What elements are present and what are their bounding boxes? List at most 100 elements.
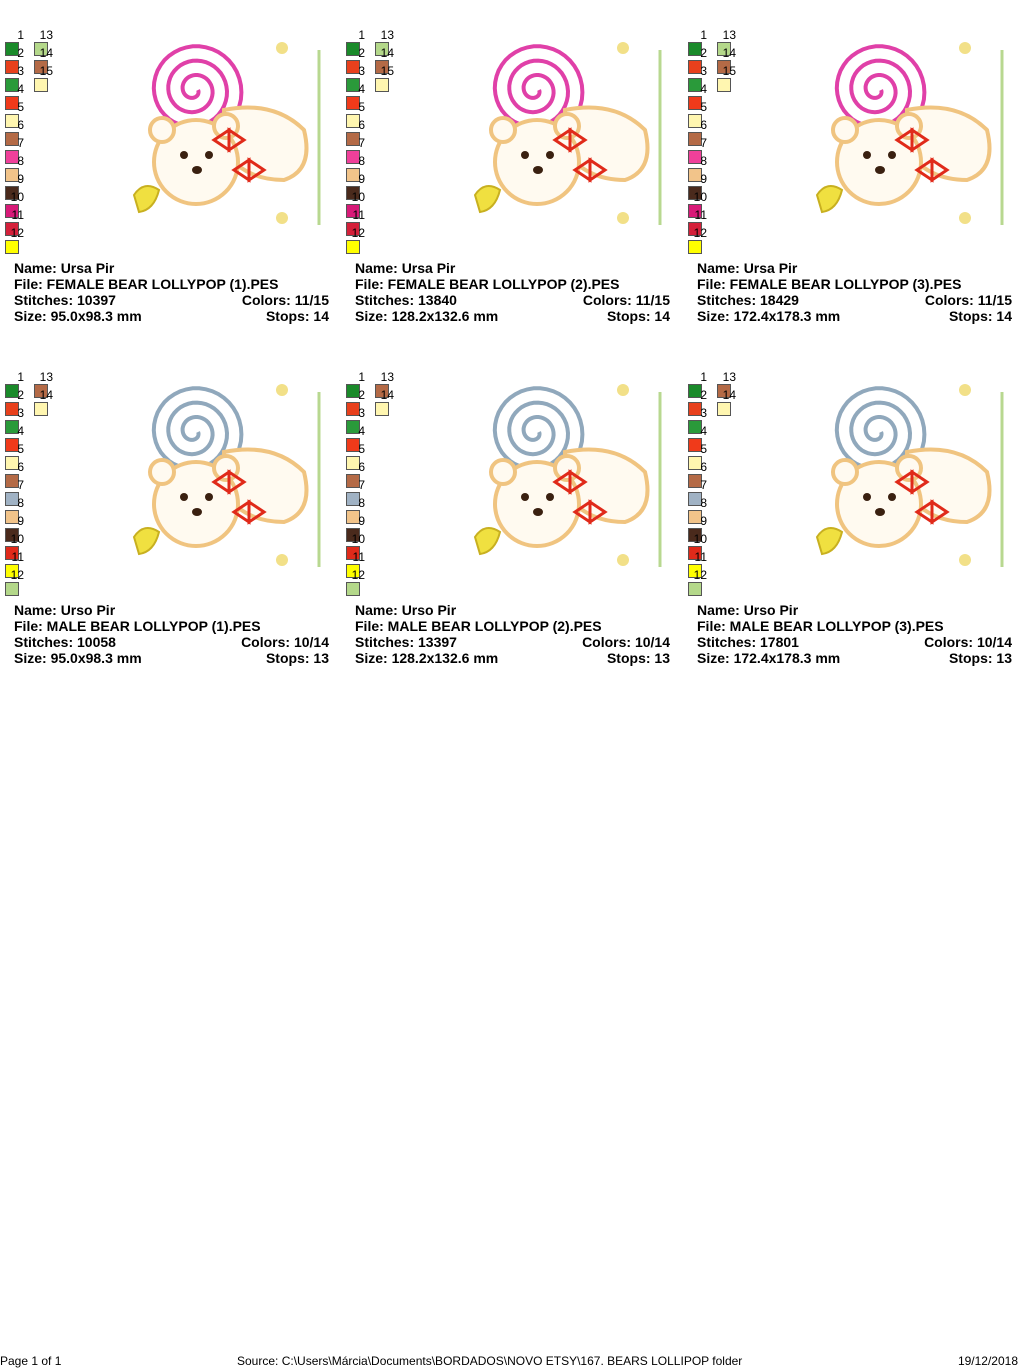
thread-swatch: 9	[4, 172, 24, 200]
design-name: Ursa Pir	[60, 260, 115, 276]
thread-swatch: 8	[687, 496, 707, 524]
thread-swatch: 3	[4, 406, 24, 434]
embroidery-design-preview	[473, 42, 662, 225]
thread-swatch: 2	[687, 46, 707, 74]
thread-swatch: 7	[687, 478, 707, 506]
size-label: Size:	[14, 650, 47, 666]
stitch-count: 10397	[77, 292, 116, 308]
stitches-label: Stitches:	[14, 634, 74, 650]
stitches-label: Stitches:	[697, 634, 757, 650]
stitch-count: 13397	[418, 634, 457, 650]
size-label: Size:	[697, 650, 730, 666]
thread-swatch: 1	[4, 370, 24, 398]
stitches-row: Stitches: 13840 Colors: 11/15	[355, 292, 670, 308]
size-row: Size: 128.2x132.6 mm Stops: 14	[355, 308, 670, 324]
thread-swatch: 10	[345, 532, 365, 560]
thread-swatch: 15	[374, 64, 394, 92]
thread-swatch: 13	[716, 370, 736, 398]
name-label: Name:	[697, 602, 740, 618]
thread-swatch: 2	[4, 388, 24, 416]
design-size: 95.0x98.3 mm	[50, 308, 142, 324]
colors-label: Colors:	[582, 292, 632, 308]
thread-swatch: 5	[687, 100, 707, 128]
name-row: Name: Ursa Pir	[14, 260, 329, 276]
thread-swatch: 1	[687, 28, 707, 56]
thread-swatch: 10	[687, 532, 707, 560]
thread-swatch: 10	[4, 532, 24, 560]
thread-swatch: 2	[345, 388, 365, 416]
thread-swatch: 4	[687, 82, 707, 110]
color-count: 10/14	[976, 634, 1012, 650]
thread-swatch: 5	[4, 100, 24, 128]
stops-label: Stops:	[948, 308, 993, 324]
color-count: 11/15	[294, 292, 329, 308]
design-name: Ursa Pir	[401, 260, 456, 276]
size-row: Size: 172.4x178.3 mm Stops: 14	[697, 308, 1012, 324]
embroidery-design-preview	[815, 42, 1004, 225]
colors-label: Colors:	[924, 634, 974, 650]
stop-count: 14	[654, 308, 670, 324]
name-row: Name: Urso Pir	[14, 602, 329, 618]
design-info: Name: Urso Pir File: MALE BEAR LOLLYPOP (…	[14, 602, 329, 666]
thread-swatch: 12	[345, 226, 365, 254]
thread-swatch: 7	[345, 136, 365, 164]
thread-swatch: 10	[687, 190, 707, 218]
file-row: File: MALE BEAR LOLLYPOP (1).PES	[14, 618, 329, 634]
stitch-count: 13840	[418, 292, 457, 308]
file-label: File:	[355, 618, 384, 634]
thread-swatch: 8	[687, 154, 707, 182]
design-info: Name: Ursa Pir File: FEMALE BEAR LOLLYPOP…	[355, 260, 670, 324]
stop-count: 13	[313, 650, 329, 666]
size-row: Size: 95.0x98.3 mm Stops: 13	[14, 650, 329, 666]
thread-swatch: 8	[345, 496, 365, 524]
color-count: 11/15	[977, 292, 1012, 308]
thread-swatch: 14	[374, 388, 394, 416]
stops-label: Stops:	[606, 650, 651, 666]
embroidery-design-preview	[132, 384, 321, 567]
stops-label: Stops:	[265, 650, 310, 666]
file-label: File:	[14, 276, 43, 292]
stitches-label: Stitches:	[355, 292, 415, 308]
thread-swatch: 6	[345, 118, 365, 146]
name-label: Name:	[14, 260, 57, 276]
thread-swatch: 7	[687, 136, 707, 164]
print-date: 19/12/2018	[957, 1354, 1018, 1368]
size-row: Size: 172.4x178.3 mm Stops: 13	[697, 650, 1012, 666]
thread-swatch: 14	[33, 388, 53, 416]
thread-swatch: 13	[374, 370, 394, 398]
file-row: File: MALE BEAR LOLLYPOP (2).PES	[355, 618, 670, 634]
design-card: 1 2 3 4 5 6 7 8 9 10 11 12 13 14 Name: Urso Pir File: M…	[346, 370, 675, 700]
thread-swatch: 4	[345, 424, 365, 452]
thread-swatch: 10	[4, 190, 24, 218]
design-size: 128.2x132.6 mm	[391, 650, 499, 666]
thread-swatch: 11	[345, 550, 365, 578]
thread-swatch: 6	[345, 460, 365, 488]
thread-swatch: 12	[687, 226, 707, 254]
file-row: File: FEMALE BEAR LOLLYPOP (1).PES	[14, 276, 329, 292]
size-label: Size:	[355, 650, 388, 666]
design-card: 1 2 3 4 5 6 7 8 9 10 11 12 13 14 Name: Urso Pir File: M…	[5, 370, 334, 700]
thread-swatch: 13	[716, 28, 736, 56]
stitches-row: Stitches: 17801 Colors: 10/14	[697, 634, 1012, 650]
stop-count: 13	[996, 650, 1012, 666]
stitch-count: 17801	[760, 634, 799, 650]
thread-swatch: 12	[345, 568, 365, 596]
thread-swatch: 12	[4, 226, 24, 254]
thread-swatch: 11	[687, 550, 707, 578]
file-row: File: FEMALE BEAR LOLLYPOP (2).PES	[355, 276, 670, 292]
size-label: Size:	[697, 308, 730, 324]
name-row: Name: Urso Pir	[697, 602, 1012, 618]
thread-swatch: 13	[33, 28, 53, 56]
thread-swatch: 3	[687, 406, 707, 434]
thread-swatch: 5	[687, 442, 707, 470]
file-name: MALE BEAR LOLLYPOP (1).PES	[46, 618, 261, 634]
stitches-label: Stitches:	[355, 634, 415, 650]
colors-label: Colors:	[241, 292, 291, 308]
thread-swatch: 9	[345, 172, 365, 200]
thread-swatch: 3	[345, 64, 365, 92]
thread-swatch: 1	[687, 370, 707, 398]
thread-swatch: 4	[4, 424, 24, 452]
file-label: File:	[355, 276, 384, 292]
file-label: File:	[14, 618, 43, 634]
thread-swatch: 1	[345, 28, 365, 56]
